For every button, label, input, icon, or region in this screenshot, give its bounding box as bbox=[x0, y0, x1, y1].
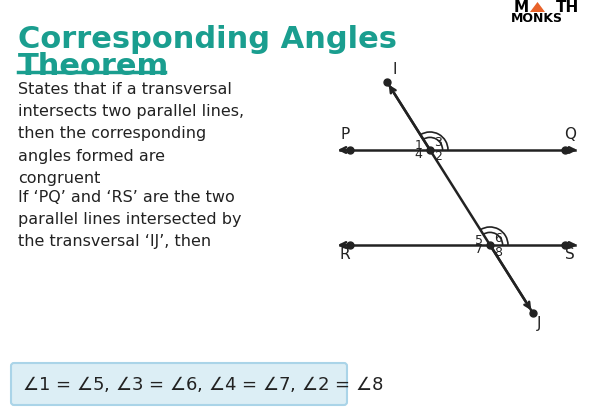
Text: J: J bbox=[537, 316, 541, 331]
Text: TH: TH bbox=[556, 0, 579, 15]
Text: Corresponding Angles: Corresponding Angles bbox=[18, 25, 397, 54]
Text: 6: 6 bbox=[494, 231, 502, 244]
FancyBboxPatch shape bbox=[11, 363, 347, 405]
Text: 2: 2 bbox=[434, 150, 442, 163]
Text: 5: 5 bbox=[475, 234, 483, 247]
Text: Q: Q bbox=[564, 127, 576, 142]
Text: MONKS: MONKS bbox=[511, 11, 563, 24]
Text: 8: 8 bbox=[494, 246, 502, 258]
Text: S: S bbox=[565, 247, 575, 262]
Text: M: M bbox=[514, 0, 529, 15]
Text: Theorem: Theorem bbox=[18, 52, 169, 81]
Text: P: P bbox=[340, 127, 350, 142]
Text: 7: 7 bbox=[475, 243, 483, 256]
Text: States that if a transversal
intersects two parallel lines,
then the correspondi: States that if a transversal intersects … bbox=[18, 82, 244, 186]
Text: If ‘PQ’ and ‘RS’ are the two
parallel lines intersected by
the transversal ‘IJ’,: If ‘PQ’ and ‘RS’ are the two parallel li… bbox=[18, 190, 241, 249]
Text: R: R bbox=[340, 247, 350, 262]
Text: 3: 3 bbox=[434, 136, 442, 150]
Text: I: I bbox=[392, 62, 397, 77]
Text: $\it{\angle}$1 = $\it{\angle}$5, $\it{\angle}$3 = $\it{\angle}$6, $\it{\angle}$4: $\it{\angle}$1 = $\it{\angle}$5, $\it{\a… bbox=[22, 374, 384, 394]
Text: 1: 1 bbox=[415, 139, 423, 152]
Polygon shape bbox=[530, 2, 545, 12]
Text: 4: 4 bbox=[415, 148, 423, 161]
